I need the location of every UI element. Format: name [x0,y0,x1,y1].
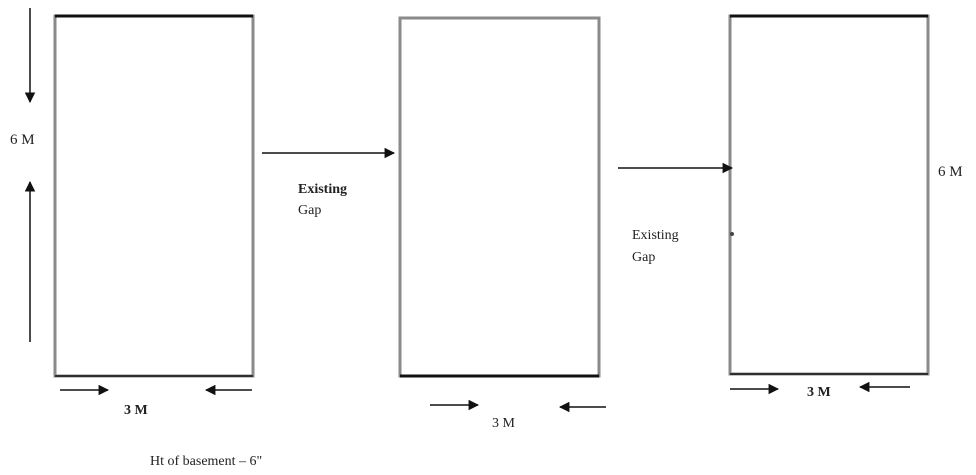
basement-block-2 [398,16,601,378]
width-label-1: 3 M [124,403,148,418]
height-label-left: 6 M [10,132,35,148]
basement-height-note: Ht of basement – 6" [150,454,262,469]
width-label-3: 3 M [807,385,831,400]
basement-block-3 [728,14,930,376]
basement-block-1 [53,14,255,378]
height-label-right: 6 M [938,164,963,180]
width-label-2: 3 M [492,416,516,431]
gap-dot [730,232,734,236]
gap-label-1-line1: Existing [298,182,347,197]
gap-label-2-line2: Gap [632,250,655,265]
gap-label-1-line2: Gap [298,203,321,218]
gap-label-2-line1: Existing [632,228,679,243]
